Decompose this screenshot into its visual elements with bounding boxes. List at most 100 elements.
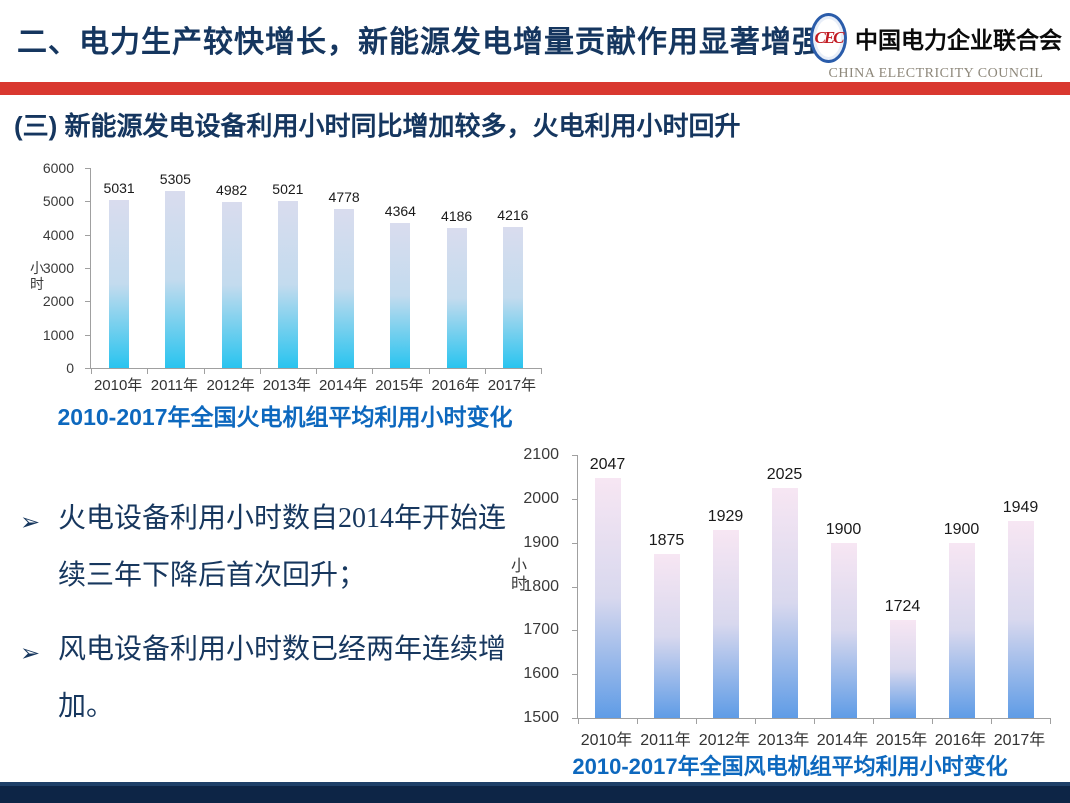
x-tick-mark	[316, 368, 317, 374]
bar-2014年	[334, 208, 355, 368]
y-tick-mark	[572, 542, 578, 544]
y-tick-mark	[85, 168, 91, 169]
bar-value-label: 4216	[497, 207, 529, 224]
bar-2014年	[830, 542, 857, 718]
wind-chart-title: 2010-2017年全国风电机组平均利用小时变化	[572, 754, 1008, 779]
y-tick-mark	[572, 455, 578, 456]
bar-2010年	[594, 478, 621, 718]
x-tick-mark	[259, 368, 261, 374]
x-tick-label: 2014年	[318, 377, 368, 394]
x-tick-mark	[637, 718, 638, 724]
y-tick-label: 5000	[42, 193, 74, 210]
bar-value-label: 1900	[825, 520, 862, 538]
y-tick-label: 2000	[42, 293, 74, 310]
x-tick-label: 2013年	[757, 732, 810, 749]
arrow-bullet-icon: ➢	[20, 638, 41, 667]
y-tick-label: 2100	[523, 446, 559, 463]
wind-utilization-bar-chart: 小时 2100 2000 1900 1800 1700 1600 1500 2047 1875…	[505, 438, 1065, 749]
x-tick-label: 2011年	[640, 732, 691, 749]
y-tick-label: 1000	[42, 326, 74, 343]
bar-2011年	[165, 191, 186, 368]
y-tick-label: 1900	[523, 533, 559, 551]
bar-value-label: 1949	[1002, 499, 1039, 517]
bar-2010年	[109, 200, 130, 368]
bar-value-label: 4186	[441, 208, 473, 225]
arrow-bullet-icon: ➢	[20, 508, 41, 536]
bar-2013年	[277, 200, 298, 368]
bar-column: 4982	[204, 168, 260, 368]
page-title: 二、电力生产较快增长，新能源发电增量贡献作用显著增强	[17, 26, 823, 59]
header-red-divider	[0, 82, 1070, 95]
bar-column: 5031	[91, 168, 147, 368]
y-tick-label: 0	[66, 360, 74, 376]
thermal-chart-title: 2010-2017年全国火电机组平均利用小时变化	[57, 404, 513, 430]
bar-2016年	[446, 228, 467, 368]
org-name-cn: 中国电力企业联合会	[855, 27, 1062, 53]
bar-value-label: 2047	[589, 456, 626, 474]
x-tick-label: 2012年	[698, 732, 751, 749]
bar-column: 4364	[372, 168, 428, 368]
notes-list: ➢ 火电设备利用小时数自2014年开始连续三年下降后首次回升； ➢ 风电设备利用…	[20, 490, 514, 752]
y-tick-mark	[85, 334, 91, 336]
bar-column: 4778	[316, 168, 372, 368]
bar-value-label: 5031	[103, 180, 135, 197]
y-tick-label: 3000	[42, 260, 74, 276]
cec-emblem-icon: CEC	[810, 13, 847, 63]
x-tick-label: 2015年	[375, 377, 424, 394]
bar-value-label: 1900	[943, 520, 980, 538]
cec-emblem-letters: CEC	[814, 28, 844, 47]
x-tick-label: 2011年	[150, 377, 198, 394]
x-tick-mark	[484, 368, 486, 374]
bar-column: 2025	[755, 455, 814, 718]
y-tick-label: 1600	[523, 665, 559, 683]
x-tick-label: 2017年	[993, 732, 1046, 749]
x-tick-mark	[203, 368, 205, 374]
x-axis-labels: 2010年 2011年 2012年 2013年 2014年 2015年 2016年 2017年	[90, 374, 540, 395]
y-tick-mark	[85, 201, 91, 203]
y-tick-mark	[85, 268, 91, 269]
bar-value-label: 1875	[648, 531, 685, 549]
thermal-utilization-bar-chart: 小时 6000 5000 4000 3000 2000 1000 0 5031 5305 498…	[22, 150, 547, 400]
org-name-en: CHINA ELECTRICITY COUNCIL	[828, 66, 1044, 81]
y-tick-mark	[85, 234, 91, 236]
bar-value-label: 4982	[216, 181, 248, 198]
bar-column: 1900	[814, 455, 873, 718]
y-tick-mark	[85, 368, 91, 369]
y-axis-ticks: 6000 5000 4000 3000 2000 1000 0	[22, 160, 82, 376]
x-tick-mark	[91, 368, 92, 374]
y-tick-label: 1500	[523, 709, 559, 726]
x-tick-mark	[696, 718, 697, 724]
org-logo: CEC 中国电力企业联合会 CHINA ELECTRICITY COUNCIL	[810, 13, 1062, 82]
y-tick-label: 6000	[42, 160, 74, 176]
x-tick-mark	[873, 718, 874, 724]
bar-column: 1929	[696, 455, 755, 718]
y-axis-ticks: 2100 2000 1900 1800 1700 1600 1500	[505, 446, 567, 726]
y-tick-mark	[572, 586, 578, 588]
y-tick-mark	[572, 630, 578, 632]
section-subtitle: (三) 新能源发电设备利用小时同比增加较多，火电利用小时回升	[14, 111, 741, 141]
x-tick-label: 2010年	[580, 732, 633, 749]
x-tick-mark	[372, 368, 374, 374]
x-tick-mark	[1050, 718, 1051, 724]
x-tick-mark	[578, 718, 579, 724]
x-tick-label: 2017年	[487, 377, 537, 394]
bar-value-label: 5305	[159, 171, 191, 188]
bar-2012年	[221, 201, 242, 368]
x-tick-mark	[428, 368, 430, 374]
x-tick-label: 2014年	[816, 732, 869, 749]
x-tick-label: 2010年	[93, 377, 143, 394]
bar-column: 5021	[260, 168, 316, 368]
bar-2012年	[712, 529, 739, 718]
x-tick-mark	[755, 718, 756, 724]
x-tick-mark	[541, 368, 542, 374]
y-axis-label: 小时	[511, 558, 528, 594]
bar-2016年	[948, 542, 975, 718]
bar-column: 1875	[637, 455, 696, 718]
y-tick-mark	[85, 301, 91, 303]
bar-2017年	[502, 227, 523, 368]
bar-value-label: 2025	[766, 465, 803, 483]
bar-2015年	[390, 222, 411, 368]
y-tick-mark	[572, 718, 578, 719]
y-tick-label: 1700	[523, 621, 559, 639]
bar-column: 1900	[932, 455, 991, 718]
